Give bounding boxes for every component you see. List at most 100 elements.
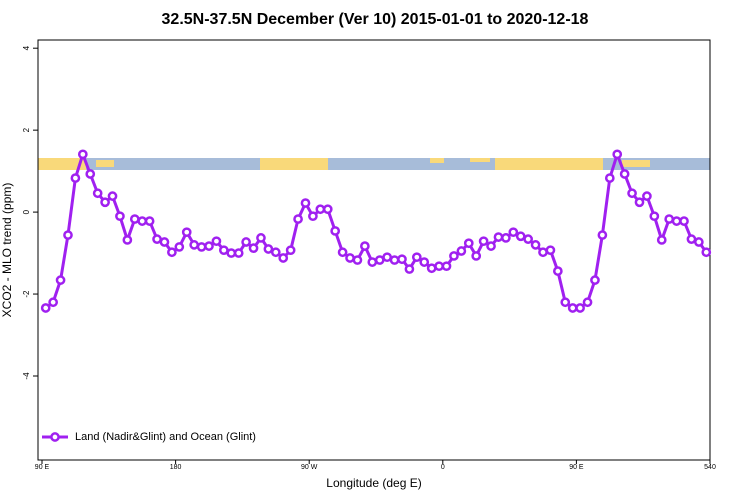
point xyxy=(612,149,623,160)
point xyxy=(263,244,274,254)
point xyxy=(627,188,637,199)
point xyxy=(181,227,192,238)
y-tick-label: -4 xyxy=(22,372,31,380)
point xyxy=(55,275,66,285)
point xyxy=(196,242,207,252)
point xyxy=(107,191,118,201)
land-segment xyxy=(495,158,603,170)
point xyxy=(597,230,608,240)
point xyxy=(552,266,563,276)
point xyxy=(137,216,148,226)
point xyxy=(434,261,444,272)
point xyxy=(656,235,667,245)
point xyxy=(70,173,81,183)
x-tick-label: 0 xyxy=(441,464,445,471)
point xyxy=(560,297,571,308)
x-axis-label: Longitude (deg E) xyxy=(326,476,421,490)
ocean-band xyxy=(38,158,710,170)
point xyxy=(345,253,355,263)
point xyxy=(404,264,415,274)
y-tick-label: 4 xyxy=(22,45,31,50)
point xyxy=(508,227,519,238)
point xyxy=(77,149,88,160)
point xyxy=(664,214,675,224)
point xyxy=(330,226,341,236)
x-tick-label: 90 E xyxy=(35,464,50,471)
x-tick-label: 90 W xyxy=(301,464,318,471)
point xyxy=(619,169,630,179)
point xyxy=(92,188,103,199)
point xyxy=(456,246,467,256)
point xyxy=(590,275,600,285)
plot-frame xyxy=(37,39,711,461)
point xyxy=(152,234,162,244)
land-segment xyxy=(38,158,86,170)
point xyxy=(278,253,289,263)
point xyxy=(122,235,133,245)
legend-label: Land (Nadir&Glint) and Ocean (Glint) xyxy=(75,431,256,443)
point xyxy=(115,211,125,222)
point xyxy=(167,247,177,258)
point xyxy=(671,216,682,226)
point xyxy=(159,237,170,247)
point xyxy=(40,303,51,313)
point xyxy=(567,303,578,313)
land-segment xyxy=(430,158,444,163)
point xyxy=(285,245,296,256)
land-segment xyxy=(260,158,328,170)
point xyxy=(48,297,58,308)
chart-title: 32.5N-37.5N December (Ver 10) 2015-01-01… xyxy=(162,11,589,28)
point xyxy=(226,248,237,258)
point xyxy=(389,255,400,265)
point xyxy=(397,254,407,265)
point xyxy=(515,231,526,242)
point xyxy=(144,216,155,226)
y-tick-label: -2 xyxy=(22,290,31,298)
point xyxy=(426,263,437,274)
point xyxy=(293,214,303,224)
point xyxy=(308,211,318,222)
point xyxy=(63,230,73,240)
point xyxy=(129,214,140,224)
x-tick-label: 180 xyxy=(170,464,182,471)
point xyxy=(471,251,482,261)
point xyxy=(649,211,660,222)
point xyxy=(374,255,385,265)
point xyxy=(360,241,370,251)
land-segment xyxy=(470,158,490,162)
point xyxy=(501,233,511,243)
land-segment xyxy=(96,160,114,167)
point xyxy=(575,303,585,313)
legend-marker xyxy=(50,432,60,442)
point xyxy=(233,248,244,258)
point xyxy=(256,233,266,243)
point xyxy=(100,197,110,208)
point xyxy=(463,238,474,249)
point xyxy=(538,247,548,258)
point xyxy=(486,241,496,251)
point xyxy=(679,216,689,226)
y-tick-label: 0 xyxy=(22,209,31,214)
point xyxy=(411,252,422,263)
y-axis-label: XCO2 - MLO trend (ppm) xyxy=(0,183,14,318)
point xyxy=(85,169,96,179)
point xyxy=(634,197,645,208)
point xyxy=(694,237,704,247)
point xyxy=(523,234,534,244)
point xyxy=(189,240,200,250)
point xyxy=(545,245,556,256)
point xyxy=(315,204,326,215)
y-tick-label: 2 xyxy=(22,127,31,132)
point xyxy=(449,251,459,261)
point xyxy=(300,198,311,208)
land-ocean-strip xyxy=(38,158,710,170)
point xyxy=(211,236,222,247)
point xyxy=(352,255,363,265)
x-tick-label: 90 E xyxy=(569,464,584,471)
point xyxy=(270,247,281,258)
point xyxy=(642,191,652,201)
point xyxy=(478,236,489,247)
point xyxy=(493,232,504,242)
point xyxy=(686,234,697,244)
